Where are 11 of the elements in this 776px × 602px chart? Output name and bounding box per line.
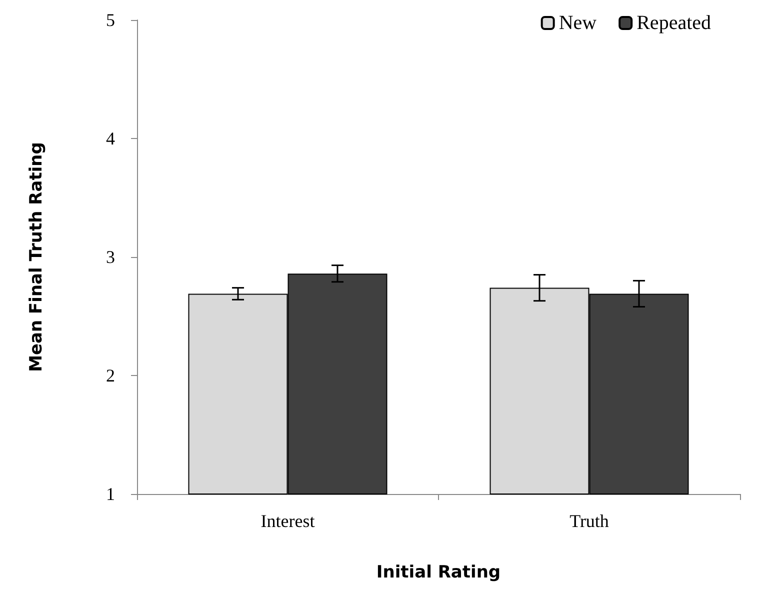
legend-label: Repeated — [636, 12, 711, 34]
y-tick-label: 4 — [106, 128, 115, 148]
y-tick-label: 1 — [106, 484, 115, 504]
legend-label: New — [558, 12, 598, 34]
y-tick-label: 5 — [106, 10, 115, 30]
x-tick-label: Interest — [260, 511, 315, 531]
y-tick-label: 2 — [106, 366, 115, 386]
x-tick-label: Truth — [570, 511, 609, 531]
y-tick-label: 3 — [106, 247, 115, 267]
y-axis-title: Mean Final Truth Rating — [26, 142, 46, 372]
x-axis-title: Initial Rating — [376, 562, 501, 582]
